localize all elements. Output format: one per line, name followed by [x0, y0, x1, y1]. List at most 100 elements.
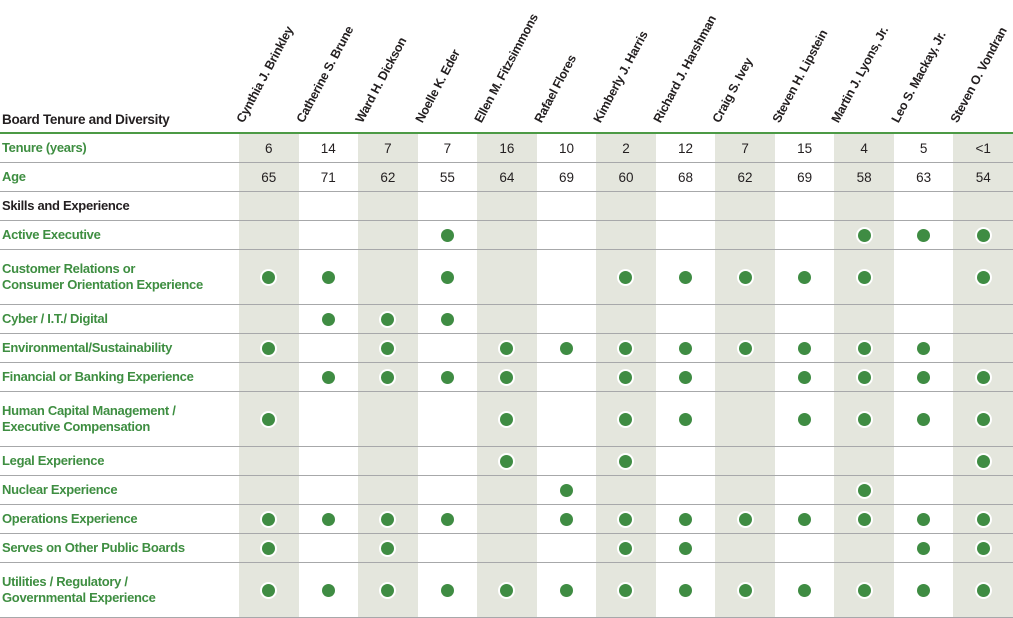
dot-cell	[953, 447, 1013, 475]
dot-cell	[596, 221, 656, 249]
dot-cell	[715, 305, 775, 333]
dot-cell	[715, 505, 775, 533]
skill-dot	[798, 412, 812, 426]
dot-cell	[418, 534, 478, 562]
dot-cell	[537, 250, 597, 304]
row-label: Nuclear Experience	[2, 482, 118, 498]
dot-cell	[894, 534, 954, 562]
dot-cell	[596, 447, 656, 475]
row-label: Human Capital Management / Executive Com…	[2, 403, 176, 434]
dot-cell	[656, 363, 716, 391]
skill-dot	[321, 370, 335, 384]
skill-dot	[798, 370, 812, 384]
dot-cell	[834, 221, 894, 249]
value-cell: 4	[834, 134, 894, 162]
skill-dot	[798, 583, 812, 597]
dot-cell	[358, 392, 418, 446]
dot-cell	[834, 392, 894, 446]
row-label: Serves on Other Public Boards	[2, 540, 185, 556]
row-label: Age	[2, 169, 26, 185]
table-row: Cyber / I.T./ Digital	[0, 305, 1013, 334]
director-name: Catherine S. Brune	[293, 23, 356, 125]
value-cell: 62	[715, 163, 775, 191]
dot-cell	[894, 447, 954, 475]
skill-dot	[857, 512, 871, 526]
skill-dot	[321, 512, 335, 526]
dot-cell	[537, 392, 597, 446]
skill-dot	[619, 412, 633, 426]
table-row: Financial or Banking Experience	[0, 363, 1013, 392]
row-label: Environmental/Sustainability	[2, 340, 173, 356]
dot-cell	[834, 505, 894, 533]
dot-cell	[775, 305, 835, 333]
value-cell: 62	[358, 163, 418, 191]
row-label: Legal Experience	[2, 453, 105, 469]
dot-cell	[775, 563, 835, 617]
dot-cell	[715, 334, 775, 362]
skill-dot	[381, 312, 395, 326]
dot-cell	[418, 334, 478, 362]
dot-cell	[834, 334, 894, 362]
dot-cell	[299, 534, 359, 562]
skill-dot	[262, 412, 276, 426]
skill-dot	[381, 583, 395, 597]
director-column-header: Steven O. Vondran	[948, 0, 1013, 132]
dot-cell	[239, 563, 299, 617]
skill-dot	[440, 312, 454, 326]
dot-cell	[953, 534, 1013, 562]
empty-cell	[834, 192, 894, 220]
director-name: Steven H. Lipstein	[769, 27, 831, 125]
dot-cell	[299, 334, 359, 362]
dot-cell	[537, 505, 597, 533]
skill-dot	[976, 583, 990, 597]
dot-cell	[775, 221, 835, 249]
dot-cell	[418, 250, 478, 304]
dot-cell	[834, 534, 894, 562]
skill-dot	[857, 583, 871, 597]
empty-cell	[299, 192, 359, 220]
dot-cell	[715, 250, 775, 304]
value-cell: 6	[239, 134, 299, 162]
dot-cell	[834, 563, 894, 617]
dot-cell	[418, 363, 478, 391]
dot-cell	[953, 221, 1013, 249]
value-cell: 71	[320, 169, 336, 185]
dot-cell	[656, 534, 716, 562]
director-name: Ellen M. Fitzsimmons	[471, 11, 541, 125]
table-row: Skills and Experience	[0, 192, 1013, 221]
skill-dot	[440, 228, 454, 242]
dot-cell	[418, 221, 478, 249]
dot-cell	[834, 250, 894, 304]
dot-cell	[418, 305, 478, 333]
dot-cell	[418, 563, 478, 617]
dot-cell	[715, 534, 775, 562]
skill-dot	[857, 228, 871, 242]
skill-dot	[619, 454, 633, 468]
dot-cell	[358, 505, 418, 533]
table-row: Operations Experience	[0, 505, 1013, 534]
director-name: Noelle K. Eder	[412, 47, 463, 125]
dot-cell	[775, 534, 835, 562]
skill-dot	[976, 228, 990, 242]
dot-cell	[537, 363, 597, 391]
dot-cell	[656, 476, 716, 504]
dot-cell	[418, 476, 478, 504]
skill-dot	[679, 341, 693, 355]
skill-dot	[798, 270, 812, 284]
dot-cell	[418, 505, 478, 533]
skill-dot	[738, 512, 752, 526]
skill-dot	[976, 270, 990, 284]
director-name: Craig S. Ivey	[709, 55, 756, 125]
director-name: Kimberly J. Harris	[590, 28, 651, 125]
dot-cell	[537, 447, 597, 475]
skill-dot	[798, 512, 812, 526]
table-row: Utilities / Regulatory / Governmental Ex…	[0, 563, 1013, 618]
dot-cell	[656, 392, 716, 446]
skill-dot	[262, 541, 276, 555]
skill-dot	[619, 541, 633, 555]
skill-dot	[857, 341, 871, 355]
dot-cell	[775, 505, 835, 533]
section-label: Skills and Experience	[2, 198, 130, 214]
skill-dot	[559, 341, 573, 355]
dot-cell	[894, 476, 954, 504]
